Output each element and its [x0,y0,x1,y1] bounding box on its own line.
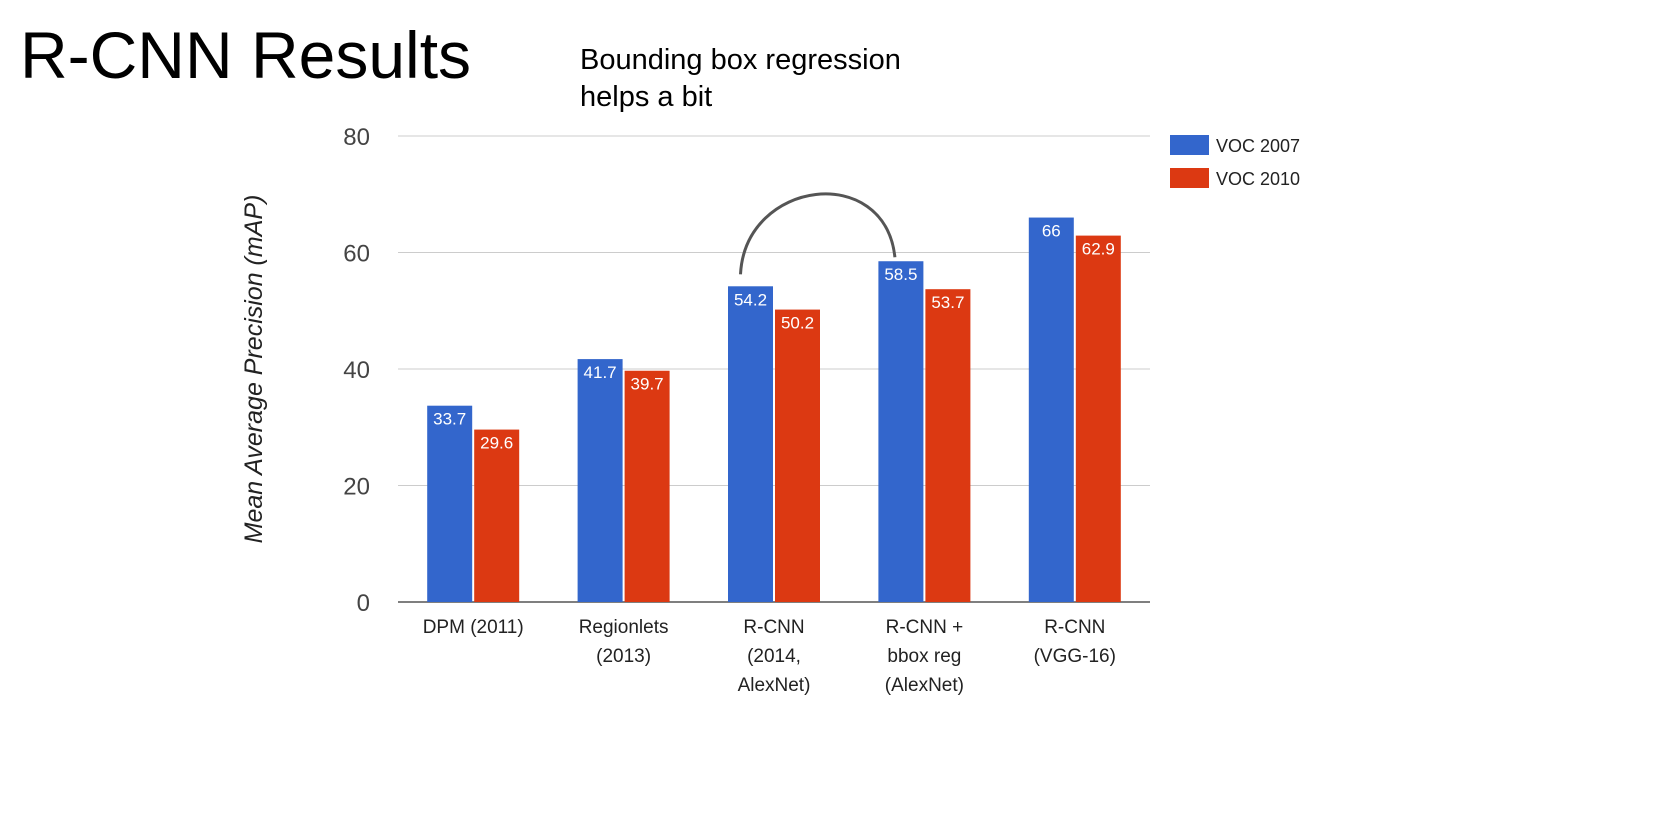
category-label: (VGG-16) [1034,646,1116,667]
legend-swatch [1170,135,1209,155]
data-label: 29.6 [480,434,513,453]
data-label: 50.2 [781,314,814,333]
annotation-line: helps a bit [580,81,713,113]
x-axis-categories: DPM (2011) Regionlets (2013) R-CNN (2014, Ale… [423,617,1116,696]
data-label: 54.2 [734,290,767,309]
category-label: (2013) [596,646,651,667]
data-label: 53.7 [931,293,964,312]
bar [728,286,773,602]
y-axis-ticks: 0 20 40 60 80 [343,124,370,617]
y-tick-label: 60 [343,241,370,268]
slide-title: R-CNN Results [20,18,472,92]
category-label: AlexNet) [738,675,811,696]
bar [1028,217,1074,603]
bar [925,289,971,602]
y-tick-label: 40 [343,357,370,384]
legend-swatch [1170,168,1209,188]
bar [878,261,924,602]
annotation-line: Bounding box regression [580,44,901,76]
legend-label: VOC 2007 [1216,136,1300,156]
data-label: 41.7 [584,363,617,382]
data-label: 58.5 [884,265,917,284]
gridlines [398,135,1150,603]
y-tick-label: 80 [343,124,370,151]
data-labels: 33.7 29.6 41.7 39.7 54.2 50.2 58.5 53.7 66 62.9 [433,222,1115,453]
bar [427,405,473,602]
category-label: (AlexNet) [885,675,964,696]
legend-label: VOC 2010 [1216,169,1300,189]
category-label: Regionlets [579,617,669,638]
data-label: 62.9 [1082,240,1115,259]
bar [775,309,820,602]
category-label: R-CNN [1044,617,1105,638]
annotation-text: Bounding box regression helps a bit [580,42,1000,116]
data-label: 33.7 [433,410,466,429]
bar [577,359,623,602]
data-label: 39.7 [631,375,664,394]
category-label: bbox reg [887,646,961,667]
category-label: R-CNN + [886,617,964,638]
bar [1075,235,1121,603]
bars [427,217,1121,603]
data-label: 66 [1042,222,1061,241]
category-label: R-CNN [743,617,804,638]
legend: VOC 2007 VOC 2010 [1170,135,1300,189]
improvement-arc [739,192,897,275]
y-tick-label: 0 [357,590,370,617]
category-label: (2014, [747,646,801,667]
bar [624,370,670,602]
y-axis-label: Mean Average Precision (mAP) [240,195,268,544]
bar [474,429,520,602]
category-label: DPM (2011) [423,617,524,638]
y-tick-label: 20 [343,474,370,501]
